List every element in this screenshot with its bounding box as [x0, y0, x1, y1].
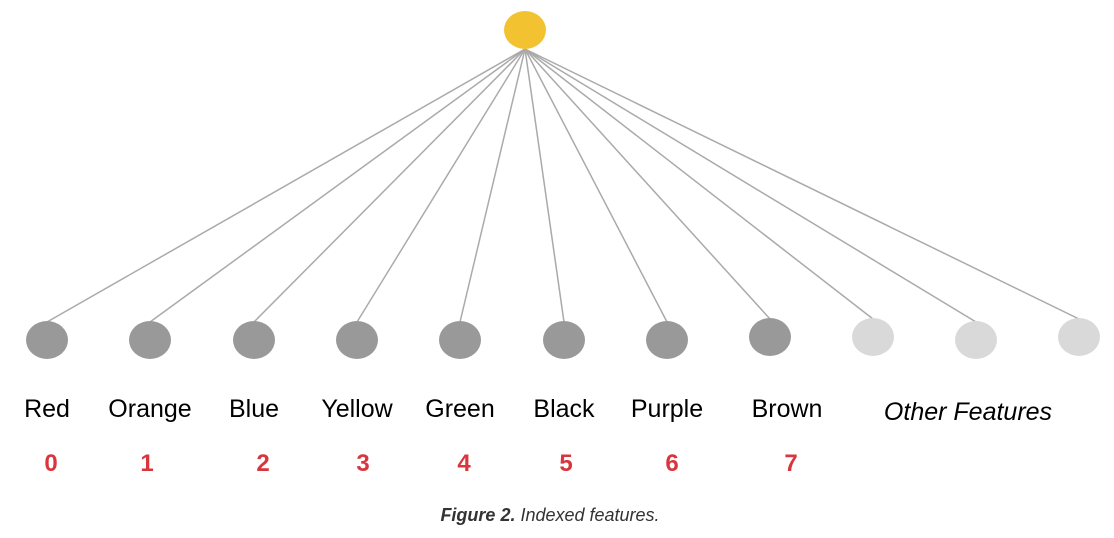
- feature-node: [543, 321, 585, 359]
- feature-node: [439, 321, 481, 359]
- feature-index: 4: [457, 450, 471, 477]
- feature-index: 0: [44, 450, 57, 477]
- edge: [149, 48, 526, 323]
- feature-label: Brown: [752, 395, 823, 423]
- feature-node: [646, 321, 688, 359]
- other-feature-node: [852, 318, 894, 356]
- feature-label: Blue: [229, 395, 279, 423]
- feature-label: Orange: [108, 395, 191, 423]
- feature-node: [749, 318, 791, 356]
- feature-node: [129, 321, 171, 359]
- indexed-features-diagram: Red Orange Blue Yellow Green Black Purple Brown…: [24, 11, 1100, 477]
- edge: [524, 48, 874, 320]
- edge: [356, 48, 526, 323]
- other-feature-node: [955, 321, 997, 359]
- feature-label: Yellow: [321, 395, 393, 423]
- feature-index: 5: [559, 450, 572, 477]
- feature-label: Purple: [631, 395, 703, 423]
- feature-node: [233, 321, 275, 359]
- feature-nodes-group: [26, 318, 1100, 359]
- feature-index: 1: [140, 450, 153, 477]
- edge: [253, 48, 526, 323]
- edge: [459, 48, 526, 323]
- feature-label: Green: [425, 395, 494, 423]
- feature-index: 6: [665, 450, 678, 477]
- feature-index: 7: [784, 450, 797, 477]
- edge: [524, 48, 977, 323]
- other-feature-node: [1058, 318, 1100, 356]
- other-features-label: Other Features: [884, 398, 1052, 426]
- edge: [524, 48, 1080, 320]
- root-node: [504, 11, 546, 49]
- feature-indices-group: 0 1 2 3 4 5 6 7: [44, 450, 797, 477]
- edges-group: [46, 48, 1080, 323]
- edge: [524, 48, 668, 323]
- feature-node: [26, 321, 68, 359]
- feature-label: Red: [24, 395, 70, 423]
- figure-caption: Figure 2. Indexed features.: [0, 505, 1100, 526]
- feature-index: 2: [256, 450, 269, 477]
- feature-index: 3: [356, 450, 369, 477]
- caption-prefix: Figure 2.: [440, 505, 516, 525]
- feature-node: [336, 321, 378, 359]
- edge: [46, 48, 526, 323]
- caption-text: Indexed features.: [515, 505, 660, 525]
- edge: [524, 48, 565, 323]
- edge: [524, 48, 771, 320]
- feature-labels-group: Red Orange Blue Yellow Green Black Purple Brown: [24, 395, 822, 423]
- feature-label: Black: [533, 395, 595, 423]
